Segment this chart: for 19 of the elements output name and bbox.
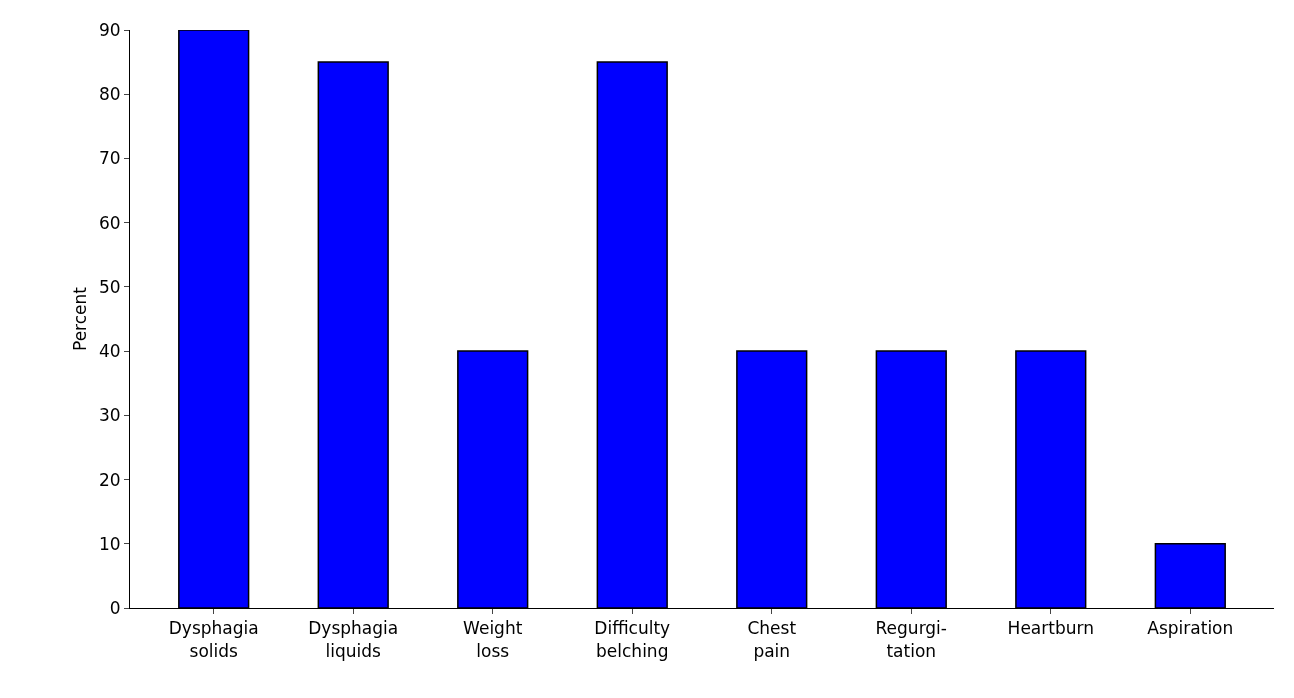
x-tick-label: Dysphagia liquids xyxy=(308,618,399,661)
y-tick-label: 40 xyxy=(98,341,121,362)
y-tick-label: 90 xyxy=(98,19,121,40)
y-tick-label: 80 xyxy=(98,84,121,105)
x-tick-label: Difficulty belching xyxy=(594,618,671,661)
x-tick-label: Chest pain xyxy=(747,618,797,661)
x-tick-label: Regurgi- tation xyxy=(875,618,947,661)
x-tick-label: Weight loss xyxy=(463,618,523,661)
y-tick-label: 50 xyxy=(98,276,121,297)
y-tick-label: 30 xyxy=(98,405,121,426)
x-tick-label: Dysphagia solids xyxy=(168,618,259,661)
y-tick-label: 0 xyxy=(109,597,121,618)
x-tick-label: Heartburn xyxy=(1007,618,1094,639)
y-tick-label: 60 xyxy=(98,212,121,233)
y-tick-label: 20 xyxy=(98,469,121,490)
y-axis-title: Percent xyxy=(70,286,90,351)
y-tick-label: 70 xyxy=(98,148,121,169)
y-tick-label: 10 xyxy=(98,533,121,554)
x-tick-label: Aspiration xyxy=(1147,618,1234,639)
